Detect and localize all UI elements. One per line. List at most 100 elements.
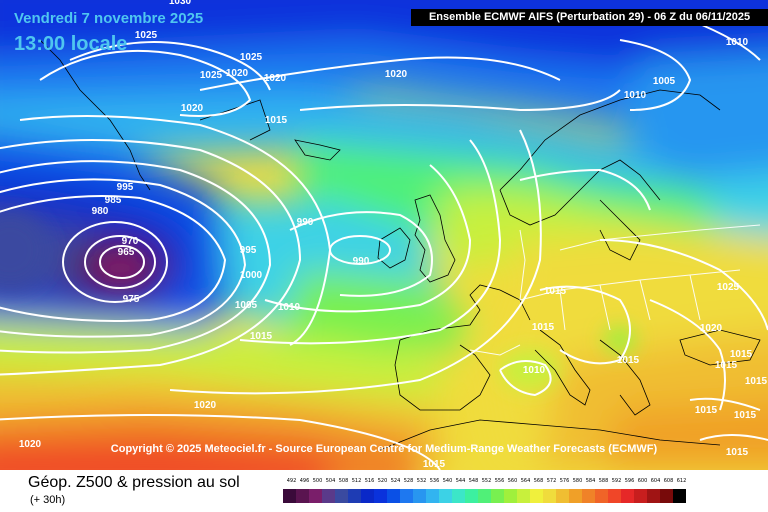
isobar-label: 1000 (240, 270, 263, 281)
isobar-label: 1010 (523, 365, 546, 376)
weather-map: 1030 1025 1025 1025 1020 1020 1020 1020 1015 995 9… (0, 0, 768, 470)
isobar-label: 1015 (730, 349, 753, 360)
scale-label: 596 (624, 478, 635, 484)
scale-swatch (296, 489, 309, 503)
scale-swatch (283, 489, 296, 503)
scale-swatch (322, 489, 335, 503)
scale-label: 584 (585, 478, 596, 484)
copyright-notice: Copyright © 2025 Meteociel.fr - Source E… (110, 443, 658, 455)
model-title: Ensemble ECMWF AIFS (Perturbation 29) - … (411, 9, 768, 26)
scale-swatch (621, 489, 634, 503)
scale-swatch (387, 489, 400, 503)
isobar-label: 1020 (700, 323, 723, 334)
isobar-label: 1010 (726, 37, 749, 48)
isobar-label: 1020 (19, 439, 42, 450)
colour-scale-swatches (283, 489, 751, 503)
scale-swatch (374, 489, 387, 503)
scale-label: 520 (377, 478, 388, 484)
scale-label: 508 (338, 478, 349, 484)
colour-scale-labels: 492 496 500 504 508 512 516 520 524 528 532 536 540 5… (283, 478, 751, 488)
scale-swatch (426, 489, 439, 503)
isobar-label: 1015 (423, 459, 446, 470)
isobar-label: 1015 (745, 376, 768, 387)
isobar-label: 1025 (240, 52, 263, 63)
scale-swatch (400, 489, 413, 503)
scale-swatch (465, 489, 478, 503)
isobar-label: 1010 (624, 90, 647, 101)
scale-label: 576 (559, 478, 570, 484)
scale-swatch (361, 489, 374, 503)
scale-label: 540 (442, 478, 453, 484)
scale-label: 612 (676, 478, 687, 484)
isobar-label: 1015 (532, 322, 555, 333)
scale-swatch (439, 489, 452, 503)
scale-label: 588 (598, 478, 609, 484)
scale-swatch (530, 489, 543, 503)
scale-label: 548 (468, 478, 479, 484)
isobar-label: 980 (92, 206, 109, 217)
scale-label: 608 (663, 478, 674, 484)
isobar-label: 985 (105, 195, 122, 206)
forecast-date: Vendredi 7 novembre 2025 (14, 10, 204, 27)
isobar-label: 975 (123, 294, 140, 305)
isobar-label: 1015 (617, 355, 640, 366)
scale-label: 572 (546, 478, 557, 484)
scale-swatch (595, 489, 608, 503)
scale-label: 500 (312, 478, 323, 484)
isobar-label: 995 (117, 182, 134, 193)
coastlines (39, 39, 761, 451)
isobar-label: 1015 (695, 405, 718, 416)
isobar-label: 1020 (385, 69, 408, 80)
scale-label: 556 (494, 478, 505, 484)
scale-swatch (582, 489, 595, 503)
scale-swatch (608, 489, 621, 503)
scale-label: 564 (520, 478, 531, 484)
isobar-label: 1005 (235, 300, 258, 311)
isobar-label: 1020 (194, 400, 217, 411)
isobar-label: 1010 (278, 302, 301, 313)
isobar-label: 995 (240, 245, 257, 256)
country-borders (469, 224, 761, 356)
scale-label: 568 (533, 478, 544, 484)
isobar-label: 1005 (653, 76, 676, 87)
scale-label: 592 (611, 478, 622, 484)
scale-label: 528 (403, 478, 414, 484)
isobar-label: 1015 (265, 115, 288, 126)
scale-label: 536 (429, 478, 440, 484)
scale-swatch (556, 489, 569, 503)
colour-scale: 492 496 500 504 508 512 516 520 524 528 532 536 540 5… (283, 478, 751, 503)
isobar-label: 990 (353, 256, 370, 267)
isobar-label: 1030 (169, 0, 192, 7)
isobar-label: 1020 (181, 103, 204, 114)
isobar-label: 1025 (200, 70, 223, 81)
isobar-label: 1020 (264, 73, 287, 84)
lead-time: (+ 30h) (30, 494, 66, 506)
scale-swatch (491, 489, 504, 503)
scale-swatch (335, 489, 348, 503)
isobar-label: 1015 (715, 360, 738, 371)
isobar-label: 1015 (544, 286, 567, 297)
scale-label: 504 (325, 478, 336, 484)
scale-label: 496 (299, 478, 310, 484)
scale-swatch (517, 489, 530, 503)
scale-swatch (543, 489, 556, 503)
isobar-label: 965 (118, 247, 135, 258)
isobar-label: 1015 (250, 331, 273, 342)
scale-label: 604 (650, 478, 661, 484)
forecast-local-time: 13:00 locale (14, 33, 128, 55)
isobar-label: 1025 (135, 30, 158, 41)
scale-swatch (413, 489, 426, 503)
isobar-label: 990 (297, 217, 314, 228)
scale-label: 532 (416, 478, 427, 484)
isobar-label: 1025 (717, 282, 740, 293)
scale-swatch (478, 489, 491, 503)
scale-swatch (348, 489, 361, 503)
isobar-label: 970 (122, 236, 139, 247)
scale-label: 544 (455, 478, 466, 484)
scale-label: 516 (364, 478, 375, 484)
scale-label: 600 (637, 478, 648, 484)
scale-label: 560 (507, 478, 518, 484)
scale-swatch (673, 489, 686, 503)
isobar-label: 1015 (726, 447, 749, 458)
scale-swatch (660, 489, 673, 503)
